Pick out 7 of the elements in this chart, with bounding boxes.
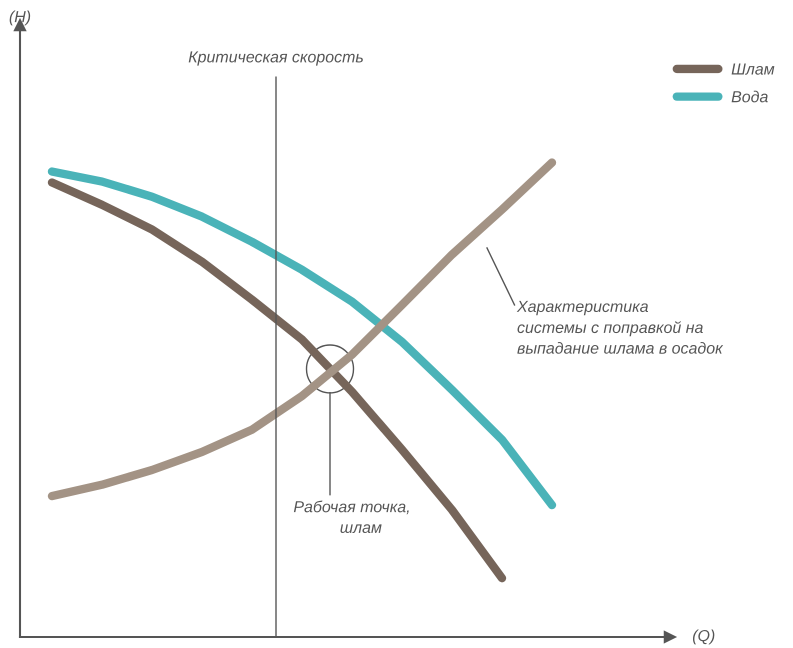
legend-label: Вода — [732, 90, 768, 102]
text: (Q) — [692, 630, 714, 644]
annotation: Характеристика системы с поправкой на выпадание шлама в осадок — [516, 300, 724, 354]
annotation: Рабочая точка, шлам — [294, 500, 409, 534]
legend-label: Шлам — [732, 64, 774, 75]
text: Критическая скорость — [188, 51, 363, 66]
text: (H) — [10, 10, 30, 26]
